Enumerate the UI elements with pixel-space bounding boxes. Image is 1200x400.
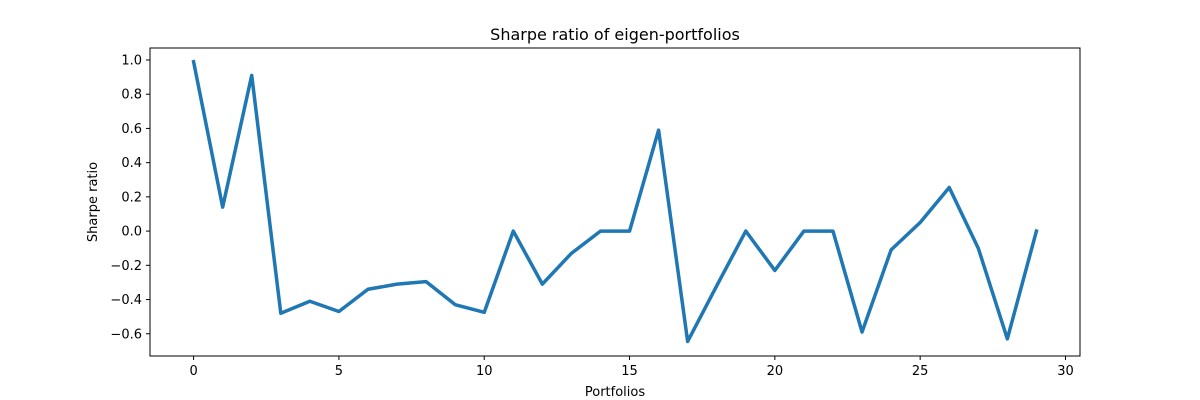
chart-title: Sharpe ratio of eigen-portfolios [490,25,740,44]
y-axis-label: Sharpe ratio [86,162,101,242]
x-tick-label: 10 [476,364,493,379]
x-axis: 0 5 10 15 20 25 30 [189,356,1074,379]
y-tick-label: −0.4 [110,293,142,308]
plot-area [149,47,1081,357]
y-tick-label: 1.0 [121,53,142,68]
y-tick-label: 0.4 [121,156,142,171]
y-tick-label: 0.6 [121,122,142,137]
series-layer [191,59,1039,344]
x-axis-label: Portfolios [585,385,645,400]
y-axis: 1.0 0.8 0.6 0.4 0.2 0.0 −0.2 −0.4 −0.6 [110,53,150,342]
y-tick-label: −0.2 [110,259,142,274]
x-tick-label: 0 [189,364,197,379]
x-tick-label: 5 [335,364,343,379]
y-tick-label: −0.6 [110,327,142,342]
y-tick-label: 0.0 [121,225,142,240]
x-tick-label: 25 [912,364,929,379]
x-tick-label: 20 [767,364,784,379]
x-tick-label: 30 [1057,364,1074,379]
x-tick-label: 15 [621,364,638,379]
y-tick-label: 0.2 [121,190,142,205]
series-line [191,59,1039,344]
y-tick-label: 0.8 [121,88,142,103]
